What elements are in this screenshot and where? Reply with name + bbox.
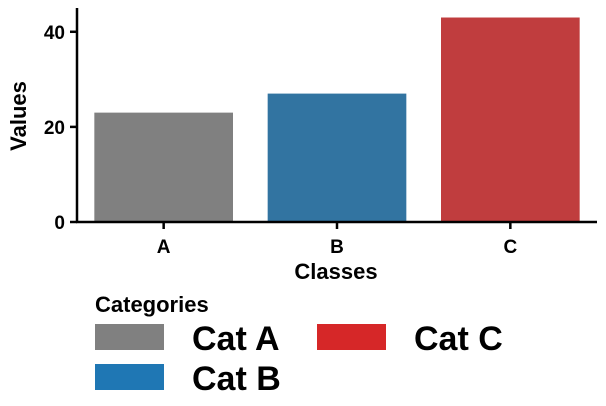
- y-tick-label: 20: [44, 118, 65, 139]
- legend-label: Cat C: [414, 320, 503, 358]
- x-axis-label: Classes: [294, 259, 377, 284]
- bar-b: [267, 93, 407, 222]
- legend-label: Cat B: [192, 360, 281, 398]
- legend-label: Cat A: [192, 320, 280, 358]
- legend-swatch: [317, 324, 386, 350]
- y-tick-label: 40: [44, 23, 65, 44]
- x-ticks-group: A B C: [157, 222, 517, 258]
- legend-swatch: [95, 324, 164, 350]
- legend-title: Categories: [95, 292, 209, 317]
- x-tick-label: B: [330, 237, 344, 258]
- x-tick-label: C: [503, 237, 517, 258]
- x-tick-label: A: [157, 237, 171, 258]
- y-ticks-group: 0 20 40: [44, 23, 77, 234]
- y-tick-label: 0: [54, 213, 65, 234]
- legend-swatch: [95, 364, 164, 390]
- y-axis-label: Values: [6, 81, 31, 151]
- bars-group: [94, 17, 580, 223]
- bar-a: [94, 112, 233, 222]
- bar-c: [441, 17, 580, 223]
